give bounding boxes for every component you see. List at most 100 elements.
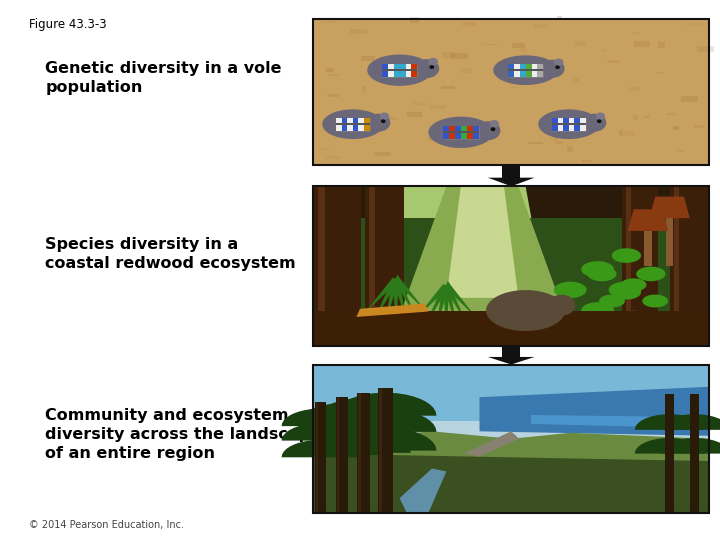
Polygon shape [621, 278, 647, 291]
Bar [508, 71, 513, 77]
Polygon shape [334, 393, 436, 416]
Polygon shape [374, 186, 475, 346]
Bar [443, 133, 449, 139]
Bar [681, 96, 698, 102]
Bar [569, 125, 575, 131]
Bar [321, 21, 337, 23]
Polygon shape [555, 71, 562, 74]
Circle shape [477, 122, 500, 139]
Polygon shape [599, 294, 625, 307]
Bar [503, 166, 521, 178]
Polygon shape [282, 440, 359, 457]
Bar [313, 186, 709, 346]
Polygon shape [493, 56, 558, 85]
Polygon shape [612, 285, 641, 300]
Bar [412, 102, 426, 105]
Polygon shape [635, 414, 704, 430]
Bar [394, 64, 400, 70]
Bar [369, 186, 374, 346]
Bar [443, 126, 449, 132]
Polygon shape [660, 414, 720, 430]
Polygon shape [334, 409, 436, 432]
Polygon shape [642, 294, 668, 307]
Bar [442, 52, 455, 58]
Text: © 2014 Pearson Education, Inc.: © 2014 Pearson Education, Inc. [29, 520, 184, 530]
Bar [430, 105, 446, 109]
Bar [599, 119, 603, 124]
Bar [443, 131, 479, 133]
Bar [361, 56, 375, 60]
Bar [405, 64, 412, 70]
Bar [359, 118, 364, 124]
Bar [462, 22, 476, 26]
Bar [674, 186, 680, 346]
Polygon shape [415, 284, 450, 319]
Bar [563, 125, 569, 131]
Bar [694, 125, 705, 128]
Bar [644, 231, 652, 266]
Bar [574, 78, 579, 82]
Polygon shape [435, 284, 450, 332]
Bar [520, 48, 527, 52]
Bar [678, 150, 685, 152]
Polygon shape [428, 117, 493, 148]
Bar [386, 117, 397, 120]
Text: Genetic diversity in a vole
population: Genetic diversity in a vole population [45, 61, 282, 96]
Bar [409, 64, 423, 67]
Bar [315, 402, 326, 513]
Bar [534, 24, 547, 28]
Polygon shape [365, 278, 400, 313]
Bar [313, 364, 709, 513]
Bar [451, 53, 468, 59]
Bar [313, 186, 361, 346]
Polygon shape [394, 275, 418, 321]
Polygon shape [384, 278, 400, 326]
Bar [628, 87, 640, 91]
Bar [336, 118, 341, 124]
Bar [449, 126, 455, 132]
Polygon shape [381, 125, 387, 128]
Bar [580, 125, 585, 131]
Bar [379, 388, 382, 513]
Bar [552, 125, 585, 131]
Circle shape [556, 66, 559, 69]
Bar [400, 71, 405, 77]
Circle shape [598, 120, 601, 123]
Bar [479, 129, 484, 132]
Polygon shape [317, 398, 410, 419]
Bar [685, 22, 703, 25]
Bar [410, 17, 419, 23]
Bar [407, 112, 421, 117]
Polygon shape [446, 186, 518, 298]
Bar [382, 58, 392, 64]
Bar [336, 397, 348, 513]
Bar [557, 16, 562, 21]
Circle shape [490, 121, 498, 127]
Bar [313, 364, 709, 438]
Polygon shape [429, 71, 436, 74]
Polygon shape [323, 110, 383, 139]
Bar [563, 118, 569, 124]
Polygon shape [393, 276, 408, 326]
Bar [336, 118, 369, 124]
Bar [655, 72, 663, 74]
Bar [316, 402, 318, 513]
Bar [602, 49, 606, 52]
Polygon shape [389, 186, 576, 346]
Bar [666, 218, 673, 266]
Polygon shape [367, 55, 432, 86]
Bar [473, 126, 479, 132]
Bar [624, 131, 635, 136]
Polygon shape [299, 403, 385, 423]
Circle shape [367, 114, 390, 131]
Bar [658, 42, 665, 48]
Bar [531, 64, 537, 70]
Polygon shape [486, 290, 565, 331]
Polygon shape [628, 210, 668, 231]
Bar [353, 118, 359, 124]
Bar [328, 74, 338, 76]
Polygon shape [424, 285, 450, 327]
Bar [552, 125, 557, 131]
Bar [359, 393, 361, 513]
Bar [459, 68, 472, 72]
